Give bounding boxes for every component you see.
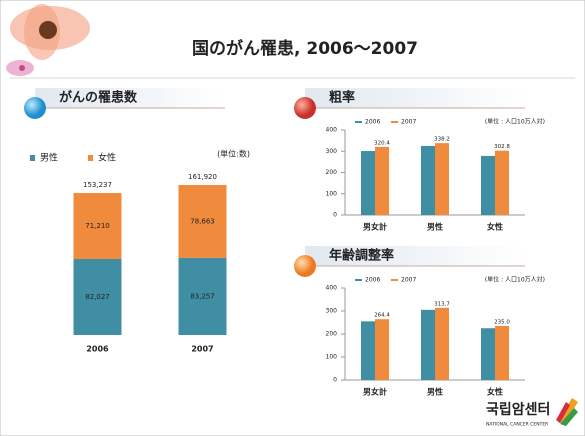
x-tick-label: 2006 (86, 345, 109, 354)
segment-label: 82,027 (85, 293, 110, 301)
legend-swatch (391, 279, 398, 281)
legend-label: 2006 (365, 119, 380, 126)
x-tick-label: 2007 (191, 345, 213, 354)
bar (375, 147, 389, 215)
segment-label: 71,210 (85, 222, 110, 230)
unit-label: (単位:数) (217, 149, 250, 159)
y-tick-label: 300 (326, 148, 338, 155)
bar (495, 326, 509, 380)
y-tick-label: 200 (326, 169, 338, 176)
legend-swatch (88, 155, 93, 161)
legend-label: 2007 (401, 277, 416, 284)
logo-subtitle: NATIONAL CANCER CENTER (486, 422, 548, 428)
x-tick-label: 女性 (487, 222, 503, 232)
bar (421, 146, 435, 215)
y-tick-label: 400 (326, 285, 338, 292)
logo-name: 국립암센터 (486, 401, 550, 418)
bar (495, 151, 509, 215)
legend-label: 2007 (401, 119, 416, 126)
legend-swatch (355, 121, 362, 123)
legend-swatch (355, 279, 362, 281)
segment-label: 83,257 (190, 292, 215, 300)
y-tick-label: 0 (333, 377, 337, 384)
slide: 国のがん罹患, 2006〜2007 국립암센터 NATIONAL CANCER … (0, 0, 585, 436)
x-tick-label: 男女計 (363, 387, 387, 397)
segment-label: 78,663 (190, 217, 215, 225)
value-label: 320.4 (374, 140, 390, 146)
y-tick-label: 300 (326, 308, 338, 315)
bar (375, 319, 389, 380)
x-tick-label: 男性 (427, 222, 443, 232)
value-label: 264.4 (374, 313, 390, 319)
heading-orb (24, 97, 46, 119)
legend-label: 女性 (98, 152, 116, 164)
bar (361, 151, 375, 215)
value-label: 313.7 (434, 301, 450, 307)
chart-title: がんの罹患数 (59, 90, 138, 106)
x-tick-label: 男性 (427, 387, 443, 397)
bar (421, 310, 435, 380)
total-label: 161,920 (188, 173, 217, 181)
slide-title: 国のがん罹患, 2006〜2007 (192, 38, 418, 59)
value-label: 302.8 (494, 144, 510, 150)
y-tick-label: 100 (326, 190, 338, 197)
chart-title: 粗率 (329, 90, 355, 106)
unit-label: (単位 : 人口10万人対) (485, 276, 545, 284)
total-label: 153,237 (83, 181, 112, 189)
bar (481, 328, 495, 380)
legend-swatch (391, 121, 398, 123)
bar (435, 308, 449, 380)
x-tick-label: 男女計 (363, 222, 387, 232)
value-label: 235.0 (494, 319, 510, 325)
y-tick-label: 200 (326, 331, 338, 338)
heading-orb (294, 255, 316, 277)
unit-label: (単位 : 人口10万人対) (485, 118, 545, 126)
y-tick-label: 100 (326, 354, 338, 361)
legend-label: 2006 (365, 277, 380, 284)
x-tick-label: 女性 (487, 387, 503, 397)
value-label: 338.2 (434, 137, 450, 143)
bar (435, 143, 449, 215)
y-tick-label: 400 (326, 127, 338, 134)
y-tick-label: 0 (333, 212, 337, 219)
bar (361, 321, 375, 380)
heading-orb (294, 97, 316, 119)
chart-title: 年齢調整率 (329, 248, 394, 264)
legend-label: 男性 (40, 152, 58, 164)
legend-swatch (30, 155, 35, 161)
bar (481, 156, 495, 215)
